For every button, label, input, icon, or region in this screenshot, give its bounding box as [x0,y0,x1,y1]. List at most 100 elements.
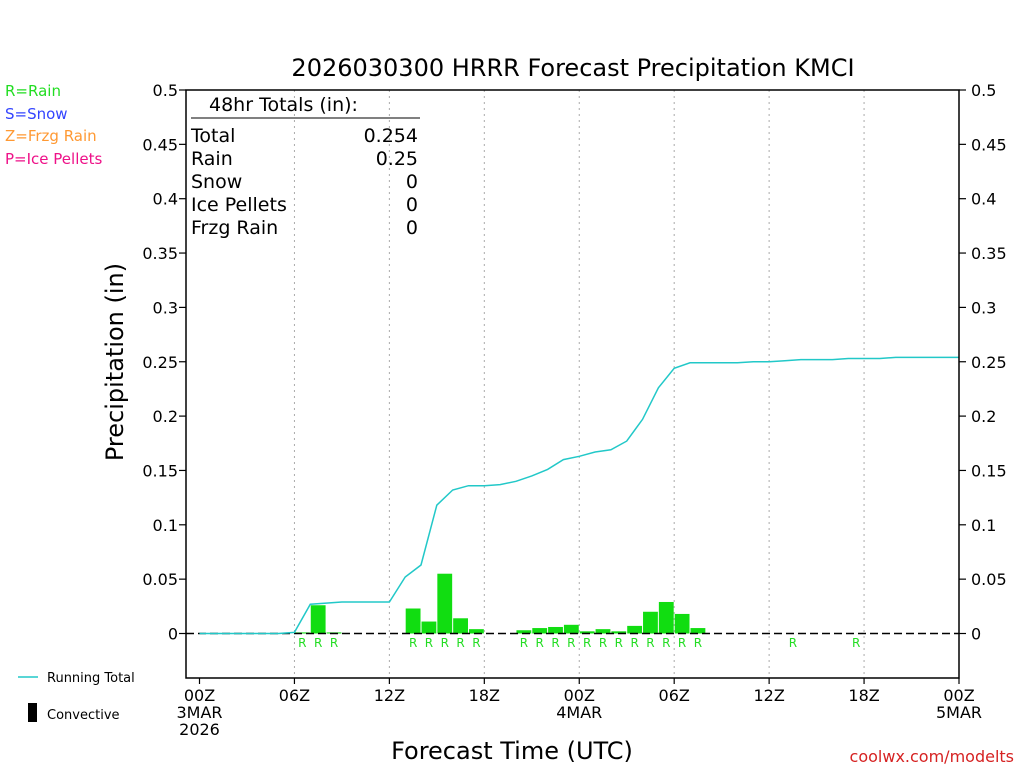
series-legend: Running Total Convective [18,671,135,723]
legend-rain: R=Rain [5,82,61,100]
ptype-marker: R [567,636,575,650]
ptype-marker: R [536,636,544,650]
convective-legend: Convective [47,708,120,723]
ptype-marker: R [615,636,623,650]
legend-snow: S=Snow [5,105,68,123]
ptype-marker: R [789,636,797,650]
y-axis-left: 0 0.05 0.1 0.15 0.2 0.25 0.3 0.35 0.4 0.45 0.5 [142,81,186,644]
convective-swatch [28,703,37,722]
totals-heading: 48hr Totals (in): [209,94,358,116]
ptype-marker: R [662,636,670,650]
x-tick-label: 18Z [469,686,500,705]
plot-frame [185,89,960,679]
x-tick-label: 06Z [279,686,310,705]
y-tick-label-left: 0.35 [142,244,178,263]
y-tick-label-left: 0.15 [142,461,178,480]
totals-total-value: 0.254 [364,125,418,147]
precip-bar [421,621,437,634]
precip-bar [579,631,595,634]
y-tick-label-right: 0.3 [971,298,996,317]
ptype-marker: R [599,636,607,650]
totals-ice-pellets-label: Ice Pellets [191,194,287,216]
precip-bar [405,608,421,634]
y-tick-label-left: 0.25 [142,353,178,372]
x-tick-label: 00Z [943,686,974,705]
precip-bar [563,624,579,634]
precip-bar [453,618,468,634]
x-tick-label: 12Z [374,686,405,705]
ptype-marker: R [678,636,686,650]
ptype-marker: R [441,636,449,650]
ptype-marker: R [330,636,338,650]
y-tick-label-right: 0.5 [971,81,996,100]
precip-bar [690,628,706,634]
totals-snow-value: 0 [406,171,418,193]
x-tick-label: 4MAR [556,703,602,722]
totals-rain-label: Rain [191,148,233,170]
running-total-line [199,356,959,635]
precip-bar [627,625,643,634]
precip-bar [658,601,674,634]
y-tick-label-right: 0.35 [971,244,1007,263]
x-axis-label: Forecast Time (UTC) [391,737,633,765]
y-tick-label-left: 0.45 [142,135,178,154]
x-tick-label: 06Z [659,686,690,705]
bar-series [294,573,706,634]
credit-text: coolwx.com/modelts [850,747,1014,766]
y-tick-label-left: 0.1 [153,516,178,535]
x-tick-label: 18Z [848,686,879,705]
y-axis-right: 0 0.05 0.1 0.15 0.2 0.25 0.3 0.35 0.4 0.45 0.5 [959,81,1007,644]
precip-bar [468,629,484,634]
y-tick-label-right: 0.4 [971,190,996,209]
y-tick-label-right: 0.1 [971,516,996,535]
precip-bar [516,630,532,634]
precip-bar [437,573,453,634]
legend-ice-pellets: P=Ice Pellets [5,150,102,168]
precip-bar [548,626,563,634]
ptype-marker: R [630,636,638,650]
y-tick-label-right: 0.2 [971,407,996,426]
x-tick-label: 12Z [753,686,784,705]
y-tick-label-right: 0.25 [971,353,1007,372]
precip-bar [532,628,548,634]
precip-bar [643,611,658,634]
y-tick-label-left: 0.2 [153,407,178,426]
ptype-marker: R [314,636,322,650]
ptype-marker: R [425,636,433,650]
y-tick-label-left: 0.5 [153,81,178,100]
totals-frzg-rain-value: 0 [406,217,418,239]
legend-frzg-rain: Z=Frzg Rain [5,127,97,145]
ptype-marker: R [646,636,654,650]
totals-snow-label: Snow [191,171,242,193]
precip-bar [595,629,611,634]
y-tick-label-left: 0 [168,625,178,644]
ptype-marker: R [298,636,306,650]
precip-bar [674,613,690,634]
ptype-marker: R [456,636,464,650]
x-tick-label: 5MAR [936,703,982,722]
x-tick-label: 3MAR [176,703,222,722]
grid [293,90,865,678]
y-tick-label-right: 0 [971,625,981,644]
ptype-marker: R [472,636,480,650]
x-tick-label: 00Z [184,686,215,705]
totals-ice-pellets-value: 0 [406,194,418,216]
precip-bar [611,631,627,634]
running-total-legend: Running Total [47,671,135,686]
y-tick-label-left: 0.3 [153,298,178,317]
precip-bar [310,605,326,634]
ptype-marker: R [694,636,702,650]
totals-rain-value: 0.25 [376,148,418,170]
ptype-marker: R [409,636,417,650]
ptype-marker: R [520,636,528,650]
ptype-legend: R=Rain S=Snow Z=Frzg Rain P=Ice Pellets [5,82,102,168]
ptype-marker: R [583,636,591,650]
y-tick-label-right: 0.45 [971,135,1007,154]
x-tick-label: 2026 [179,720,220,739]
y-tick-label-left: 0.4 [153,190,178,209]
totals-frzg-rain-label: Frzg Rain [191,217,278,239]
